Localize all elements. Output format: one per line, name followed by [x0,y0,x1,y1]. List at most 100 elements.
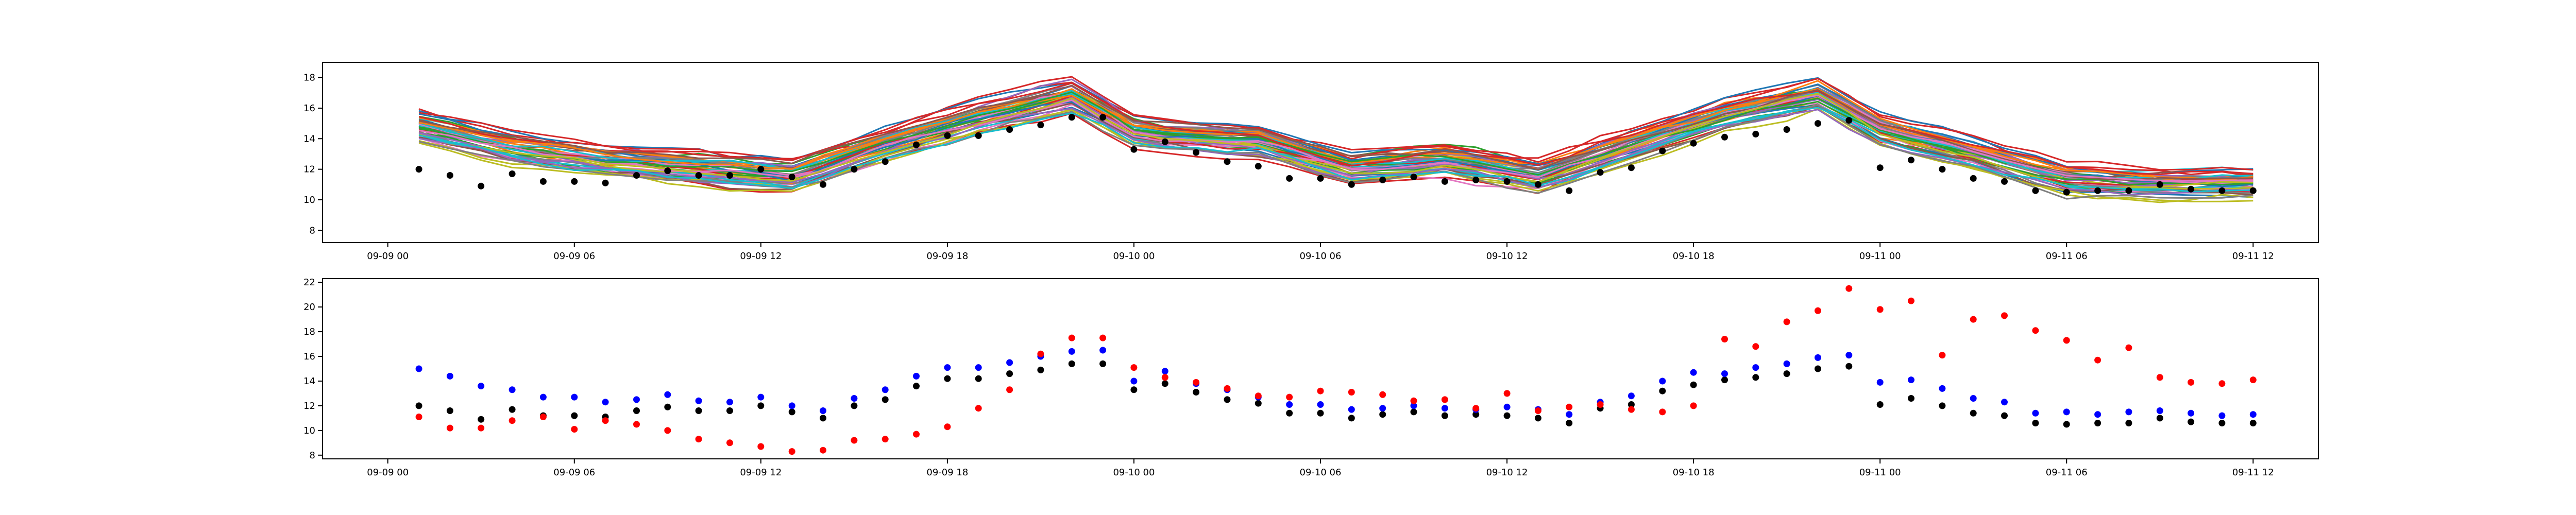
x-tick-label: 09-09 06 [553,467,595,478]
data-point [851,402,858,409]
data-point [664,167,671,175]
data-point [2032,187,2039,194]
data-point [820,415,826,422]
data-point [1690,369,1697,376]
data-point [1876,401,1884,408]
y-tick-label: 18 [303,73,315,83]
data-point [2094,356,2102,364]
data-point [1845,117,1853,124]
x-tick-label: 09-11 12 [2232,251,2274,262]
data-point [2032,409,2039,417]
data-point [1037,366,1044,373]
data-point [1161,138,1168,145]
data-point [913,431,920,438]
x-tick-label: 09-11 06 [2046,251,2088,262]
data-point [1130,386,1138,393]
data-point [2249,411,2257,418]
data-point [1286,175,1293,182]
data-point [882,436,889,443]
data-point [2156,181,2163,188]
data-point [1161,374,1168,381]
data-point [1193,149,1200,156]
y-tick-label: 10 [303,195,315,205]
data-point [1628,164,1635,171]
data-point [2125,408,2132,416]
data-point [1659,408,1666,416]
data-point [1815,307,1821,314]
data-point [1472,176,1480,183]
ensemble-member-line [418,78,2253,171]
data-point [1721,133,1728,141]
data-point [2063,408,2070,416]
data-point [1006,126,1013,133]
data-point [1597,169,1604,176]
data-point [1721,336,1728,342]
data-point [1130,364,1138,371]
data-point [944,132,951,139]
data-point [726,399,733,406]
data-point [1783,360,1790,367]
data-point [1068,334,1075,341]
x-tick-label: 09-10 12 [1486,467,1528,478]
data-point [1410,174,1417,180]
data-point [788,408,795,416]
data-point [1876,164,1884,171]
data-point [1379,391,1386,398]
ensemble-member-line [418,93,2253,189]
x-tick-label: 09-09 18 [926,467,968,478]
data-point [1099,360,1107,367]
x-tick-label: 09-09 12 [740,467,782,478]
data-point [1721,370,1728,377]
data-point [1783,318,1790,325]
data-point [757,393,765,401]
y-tick-label: 12 [303,401,315,411]
data-point [2218,187,2226,194]
data-point [1317,175,1324,182]
data-point [1503,390,1511,397]
data-point [2001,412,2008,419]
data-point [2032,327,2039,334]
y-tick-label: 18 [303,327,315,337]
data-point [2249,420,2257,426]
x-tick-label: 09-11 00 [1859,467,1901,478]
data-point [1224,396,1231,403]
data-point [1006,370,1013,377]
data-point [2063,337,2070,344]
data-point [820,447,826,454]
x-tick-label: 09-09 12 [740,251,782,262]
data-point [726,439,733,447]
ensemble-member-line [418,82,2253,176]
data-point [1379,176,1386,183]
data-point [695,407,702,414]
data-point [1193,389,1200,396]
data-point [633,407,640,414]
data-point [1970,316,1977,323]
data-point [1068,114,1075,121]
data-point [2094,411,2102,418]
data-point [571,178,578,185]
data-point [1566,187,1573,194]
data-point [1130,146,1138,153]
ensemble-member-line [418,108,2253,196]
y-tick-label: 14 [303,133,315,144]
data-point [1410,397,1417,404]
data-point [2094,187,2102,194]
data-point [1503,403,1511,410]
data-point [1845,352,1853,359]
data-point [1348,389,1355,396]
x-tick-label: 09-09 00 [367,467,409,478]
data-point [944,364,951,371]
data-point [2156,415,2163,422]
y-tick-label: 8 [310,225,315,236]
data-point [2188,409,2195,417]
data-point [1876,306,1884,313]
data-point [2188,185,2195,193]
data-point [1255,400,1262,407]
data-point [1037,350,1044,357]
data-point [571,393,578,401]
data-point [664,427,671,434]
data-point [1130,377,1138,385]
data-point [1286,401,1293,408]
data-point [633,172,640,179]
